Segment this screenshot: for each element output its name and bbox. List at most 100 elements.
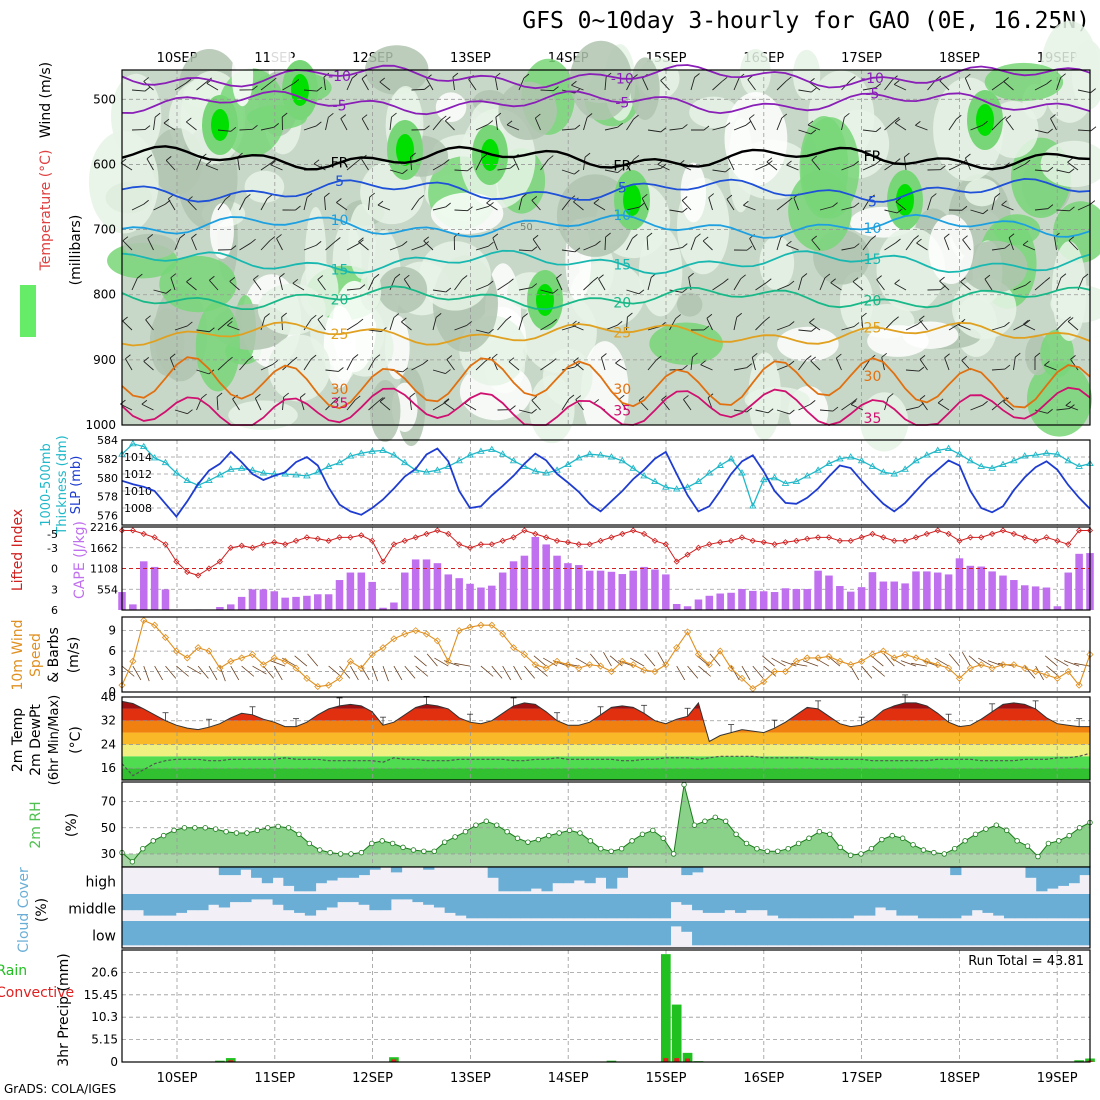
wind-barb-flag [379, 397, 386, 402]
wind-barb [187, 200, 197, 211]
wind-barb [819, 409, 833, 412]
cloud-cell [950, 921, 962, 946]
wind-barb [239, 128, 253, 131]
top-date-label: 17SEP [841, 51, 882, 66]
wind-barb-flag [853, 202, 860, 208]
cloud-cell [842, 921, 854, 946]
wind-barb [811, 159, 821, 171]
wind-speed-marker [151, 621, 159, 629]
thickness-marker [1020, 452, 1029, 459]
wind-frame [121, 616, 1091, 693]
wind-axis-label-1: 10m Wind [10, 619, 26, 690]
thickness-marker [662, 483, 670, 490]
lifted-marker [706, 541, 713, 548]
lifted-marker [912, 534, 920, 541]
wind-barb [600, 357, 606, 371]
cloud-cell [294, 921, 306, 946]
wind-barb [229, 281, 240, 291]
wind-barb-flag [894, 158, 901, 163]
cloud-cell [638, 894, 650, 919]
cape-bar [803, 589, 811, 610]
wind-barb [1077, 129, 1092, 132]
cloud-cell [788, 921, 801, 946]
wind-barb-flag [1090, 126, 1097, 132]
wind-barb [340, 118, 348, 131]
thickness-marker [759, 475, 768, 483]
cloud-cell [294, 867, 306, 892]
cloud-cell [552, 867, 564, 884]
wind-barb [755, 282, 767, 291]
wind-speed-marker [390, 635, 398, 643]
cloud-cell [950, 894, 962, 919]
cloud-level-label: high [85, 875, 116, 891]
rh-shade [649, 322, 723, 365]
cape-bar [335, 580, 344, 610]
cloud-cell [939, 894, 951, 919]
thickness-marker [672, 485, 681, 492]
wind-barb [939, 80, 950, 91]
wind-barb [170, 277, 176, 291]
lifted-marker [934, 527, 941, 534]
isotherm-label: -10 [861, 71, 884, 87]
wind-barb-flag [553, 86, 559, 92]
surface-wind-barb [443, 660, 460, 667]
wind-barb-flag [807, 120, 814, 126]
lifted-marker [510, 534, 517, 541]
cloud-cell [197, 894, 209, 911]
cloud-cell [369, 894, 381, 911]
wind-barb [279, 277, 283, 291]
wind-barb [1034, 208, 1048, 211]
wind-barb-flag [836, 353, 842, 359]
wind-barb [432, 206, 446, 211]
wind-barb [733, 367, 747, 371]
surface-wind-barb [850, 665, 860, 681]
thickness-marker [585, 450, 594, 457]
cape-axis-label: CAPE (J/kg) [72, 521, 88, 599]
wind-barb [970, 124, 983, 131]
thickness-marker [955, 450, 964, 457]
wind-barb [646, 237, 649, 251]
cloud-cell [616, 867, 629, 878]
rh2m-line [121, 784, 1091, 863]
wind-barb [626, 78, 633, 91]
thickness-marker [313, 468, 322, 475]
rh2m-marker [1056, 838, 1062, 844]
wind-barb-flag [185, 78, 192, 84]
rh-shade [299, 260, 339, 320]
wind-barb-flag [809, 400, 816, 405]
wind-barb [1005, 119, 1014, 131]
temperature-band [122, 756, 1090, 769]
wind-barb-flag [186, 117, 192, 123]
thickness-marker [226, 465, 235, 472]
rh-saturated-core [211, 109, 229, 141]
wind-barb [937, 402, 950, 411]
isotherm-line [121, 90, 1091, 116]
wind-barb [712, 80, 723, 91]
wind-barb-flag [574, 247, 581, 253]
slp-tick: 1010 [124, 485, 152, 498]
cloud-cell [971, 921, 983, 946]
wind-barb [174, 325, 188, 331]
surface-wind-barb [176, 665, 189, 677]
isotherm-label: -5 [865, 87, 879, 103]
isotherm-label: 35 [613, 404, 631, 420]
wind-barb-flag [721, 76, 728, 82]
wind-barb-flag [1024, 159, 1031, 165]
wind-speed-marker [586, 661, 594, 669]
precip-conv-bar [685, 1058, 690, 1062]
cloud-cell [175, 894, 188, 913]
wind-barb [905, 323, 918, 331]
lifted-marker [401, 537, 408, 544]
thickness-marker [749, 502, 757, 509]
wind-barb [1013, 323, 1026, 331]
wind-barb-flag [391, 112, 397, 118]
cloud-cell [390, 921, 403, 946]
rh2m-marker [702, 818, 708, 824]
wind-barb [260, 162, 272, 171]
wind-barb [186, 121, 197, 131]
cloud-cell [745, 921, 758, 946]
rh-shade [359, 269, 382, 311]
surface-wind-barb [948, 653, 960, 667]
